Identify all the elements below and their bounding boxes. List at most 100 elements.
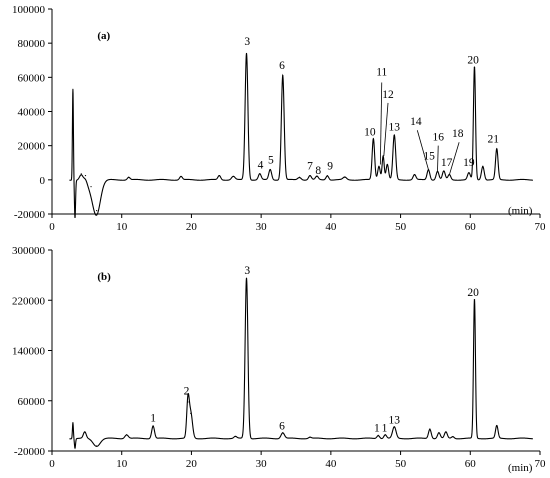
peak-apex	[84, 174, 87, 177]
peak-leader-line	[379, 82, 383, 165]
x-axis-label: (min)	[508, 462, 533, 474]
peak-apex	[180, 175, 182, 178]
x-tick-label: 40	[325, 458, 337, 470]
x-tick-label: 70	[535, 221, 547, 233]
peak-label: 5	[268, 155, 274, 167]
x-tick-label: 50	[395, 458, 407, 470]
peak-apex	[496, 148, 498, 150]
axis-lines	[51, 250, 540, 452]
peak-label: 11	[376, 67, 387, 79]
y-tick-label: 100000	[12, 4, 46, 16]
peak-apex	[393, 426, 395, 428]
peak-apex	[90, 186, 92, 188]
y-tick-label: 0	[40, 175, 46, 187]
peak-apex	[473, 66, 476, 68]
peak-apex	[245, 52, 248, 55]
y-tick-label: 300000	[12, 245, 46, 257]
peak-apex	[473, 299, 476, 301]
peak-apex	[344, 176, 346, 178]
peak-apex	[413, 174, 416, 176]
x-tick-label: 60	[465, 458, 477, 470]
peak-label: 6	[279, 421, 285, 433]
peak-leader-line	[437, 145, 439, 172]
peak-apex	[393, 134, 395, 137]
peak-label: 4	[258, 160, 264, 172]
peak-label: 8	[315, 165, 321, 177]
peak-apex	[452, 435, 454, 438]
x-tick-label: 20	[186, 458, 198, 470]
peak-apex	[384, 434, 386, 436]
peak-label: 1	[150, 412, 156, 424]
peak-label: 14	[410, 116, 422, 128]
y-tick-label: -20000	[14, 446, 46, 458]
peak-label: 1	[374, 423, 380, 435]
peak-label: 13	[389, 121, 401, 133]
peak-leader-line	[383, 102, 389, 156]
peak-label: 16	[432, 132, 444, 144]
y-tick-label: 80000	[18, 38, 46, 50]
peak-apex	[218, 174, 220, 177]
x-axis-label: (min)	[508, 205, 533, 217]
peak-apex	[80, 173, 82, 175]
peak-apex	[84, 431, 86, 433]
peak-label: 13	[389, 414, 401, 426]
peak-label: 1	[382, 423, 388, 435]
peak-apex	[128, 176, 130, 178]
peak-apex	[96, 445, 98, 447]
x-tick-label: 40	[325, 221, 337, 233]
peak-apex	[496, 425, 498, 427]
x-tick-label: 60	[465, 221, 477, 233]
peak-apex	[429, 428, 431, 430]
y-tick-label: 220000	[12, 295, 46, 307]
peak-apex	[298, 176, 301, 178]
peak-apex	[190, 412, 192, 414]
peak-apex	[445, 431, 447, 433]
x-tick-label: 10	[116, 221, 128, 233]
peak-apex	[438, 432, 440, 434]
peak-apex	[326, 174, 328, 177]
peak-apex	[96, 209, 98, 212]
peak-apex	[72, 88, 74, 90]
peak-label: 3	[244, 36, 250, 48]
peak-apex	[309, 436, 311, 438]
peak-apex	[234, 435, 236, 438]
peak-apex	[372, 138, 374, 140]
peak-apex	[282, 75, 284, 77]
peak-apex	[74, 216, 76, 219]
y-tick-label: 20000	[18, 141, 46, 153]
peak-apex	[72, 422, 74, 424]
x-tick-label: 20	[186, 221, 198, 233]
y-tick-label: -20000	[14, 209, 46, 221]
peak-label: 17	[441, 157, 453, 169]
peak-label: 21	[488, 133, 500, 145]
x-tick-label: 30	[256, 221, 268, 233]
peak-apex	[187, 401, 189, 403]
peak-apex	[309, 174, 311, 177]
peak-leader-line	[448, 142, 460, 175]
peak-leader-line	[416, 130, 429, 170]
peak-apex	[259, 173, 261, 175]
peak-label: 7	[307, 161, 313, 173]
peak-apex	[377, 434, 379, 436]
peak-apex	[74, 447, 76, 449]
y-tick-label: 40000	[18, 107, 46, 119]
peak-label: 15	[423, 150, 435, 162]
peak-label: 6	[279, 60, 285, 72]
peak-apex	[386, 163, 388, 166]
peak-label: 20	[467, 55, 479, 67]
chromatogram-trace	[69, 278, 533, 450]
peak-apex	[125, 434, 128, 436]
peak-label: 10	[364, 126, 376, 138]
x-tick-label: 70	[535, 458, 547, 470]
y-tick-label: 60000	[18, 72, 46, 84]
peak-label: 9	[327, 161, 333, 173]
peak-apex	[382, 155, 384, 157]
x-tick-label: 30	[256, 458, 268, 470]
peak-apex	[282, 432, 284, 434]
peak-label: 18	[452, 128, 464, 140]
x-tick-label: 0	[49, 458, 55, 470]
peak-label: 2	[184, 385, 190, 397]
peak-apex	[316, 175, 318, 178]
